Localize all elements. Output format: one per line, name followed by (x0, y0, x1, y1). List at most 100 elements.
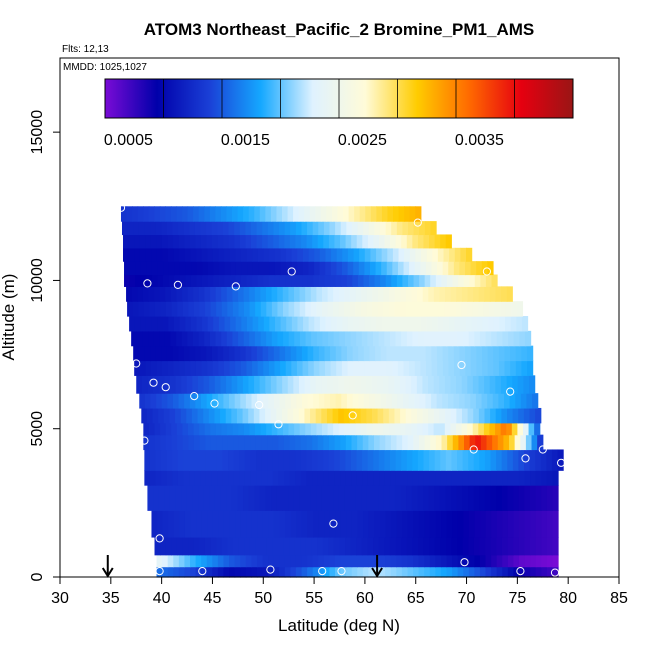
heatmap-cell (429, 449, 436, 471)
heatmap-cell (256, 566, 264, 578)
heatmap-cell (300, 434, 308, 451)
heatmap-cell (405, 375, 412, 394)
heatmap-cell (341, 393, 348, 409)
sample-point (457, 360, 466, 370)
heatmap-cell (120, 206, 128, 222)
heatmap-cell (406, 330, 414, 347)
heatmap-cell (224, 261, 231, 276)
heatmap-cell (403, 345, 410, 362)
heatmap-cell (401, 234, 408, 249)
heatmap-cell (246, 316, 254, 332)
heatmap-cell (366, 286, 373, 302)
heatmap-cell (238, 536, 245, 556)
heatmap-cell (239, 470, 246, 486)
heatmap-cell (501, 407, 508, 424)
heatmap-cell (298, 206, 305, 222)
heatmap-cell (293, 375, 300, 394)
heatmap-cell (332, 407, 339, 424)
heatmap-cell (242, 407, 249, 424)
flights-label: Flts: 12,13 (62, 44, 109, 55)
heatmap-cell (172, 345, 179, 362)
heatmap-cell (307, 345, 314, 362)
heatmap-cell (546, 536, 554, 556)
heatmap-cell (240, 554, 247, 568)
heatmap-cell (513, 510, 520, 538)
heatmap-cell (409, 206, 416, 222)
heatmap-cell (149, 470, 157, 486)
heatmap-cell (281, 407, 289, 424)
heatmap-cell (304, 375, 311, 394)
heatmap-cell (194, 449, 201, 471)
heatmap-cell (193, 330, 200, 347)
heatmap-cell (369, 360, 377, 376)
heatmap-cell (167, 393, 174, 409)
heatmap-cell (328, 536, 335, 556)
heatmap-cell (164, 485, 171, 511)
heatmap-cell (368, 510, 375, 538)
heatmap-cell (191, 261, 198, 276)
heatmap-cell (318, 566, 325, 578)
heatmap-cell (370, 247, 377, 262)
heatmap-cell (389, 536, 397, 556)
heatmap-cell (342, 261, 349, 276)
heatmap-cell (293, 407, 300, 424)
heatmap-cell (323, 566, 331, 578)
heatmap-cell (262, 554, 269, 568)
heatmap-cell (552, 510, 559, 538)
heatmap-cell (412, 536, 419, 556)
heatmap-cell (476, 345, 483, 362)
heatmap-cell (485, 274, 493, 287)
heatmap-cell (265, 375, 272, 394)
heatmap-cell (442, 261, 449, 276)
heatmap-cell (262, 345, 269, 362)
heatmap-cell (524, 554, 531, 568)
heatmap-cell (395, 449, 402, 471)
heatmap-cell (291, 261, 298, 276)
heatmap-cell (302, 274, 309, 287)
heatmap-cell (479, 566, 487, 578)
heatmap-cell (487, 360, 494, 376)
heatmap-cell (156, 393, 163, 409)
heatmap-cell (504, 393, 511, 409)
heatmap-cell (435, 434, 443, 451)
heatmap-cell (484, 485, 492, 511)
heatmap-cell (329, 566, 336, 578)
heatmap-cell (173, 234, 180, 249)
heatmap-cell (277, 286, 284, 302)
heatmap-cell (468, 536, 475, 556)
heatmap-cell (176, 536, 184, 556)
heatmap-cell (234, 554, 241, 568)
heatmap-cell (411, 485, 418, 511)
sample-point (287, 267, 296, 276)
heatmap-cell (388, 301, 395, 317)
heatmap-cell (352, 393, 359, 409)
heatmap-cell (269, 247, 276, 262)
heatmap-cell (347, 261, 354, 276)
heatmap-cell (535, 407, 542, 424)
heatmap-cell (535, 554, 542, 568)
x-tick-label: 80 (559, 590, 577, 607)
heatmap-cell (308, 247, 315, 262)
heatmap-cell (302, 360, 309, 376)
heatmap-cell (423, 470, 431, 486)
heatmap-cell (195, 554, 202, 568)
heatmap-cell (201, 247, 208, 262)
heatmap-cell (138, 221, 146, 236)
heatmap-bands (120, 206, 564, 578)
heatmap-cell (344, 422, 351, 436)
heatmap-cell (154, 422, 161, 436)
heatmap-cell (296, 510, 303, 538)
heatmap-cell (178, 566, 186, 578)
heatmap-cell (319, 247, 327, 262)
heatmap-cell (425, 261, 433, 276)
heatmap-cell (277, 301, 284, 317)
heatmap-cell (419, 393, 427, 409)
heatmap-cell (233, 470, 240, 486)
heatmap-cell (425, 345, 432, 362)
heatmap-cell (122, 221, 129, 236)
heatmap-cell (300, 536, 307, 556)
heatmap-cell (429, 566, 436, 578)
heatmap-cell (502, 510, 509, 538)
heatmap-cell (141, 375, 149, 394)
heatmap-cell (435, 470, 442, 486)
